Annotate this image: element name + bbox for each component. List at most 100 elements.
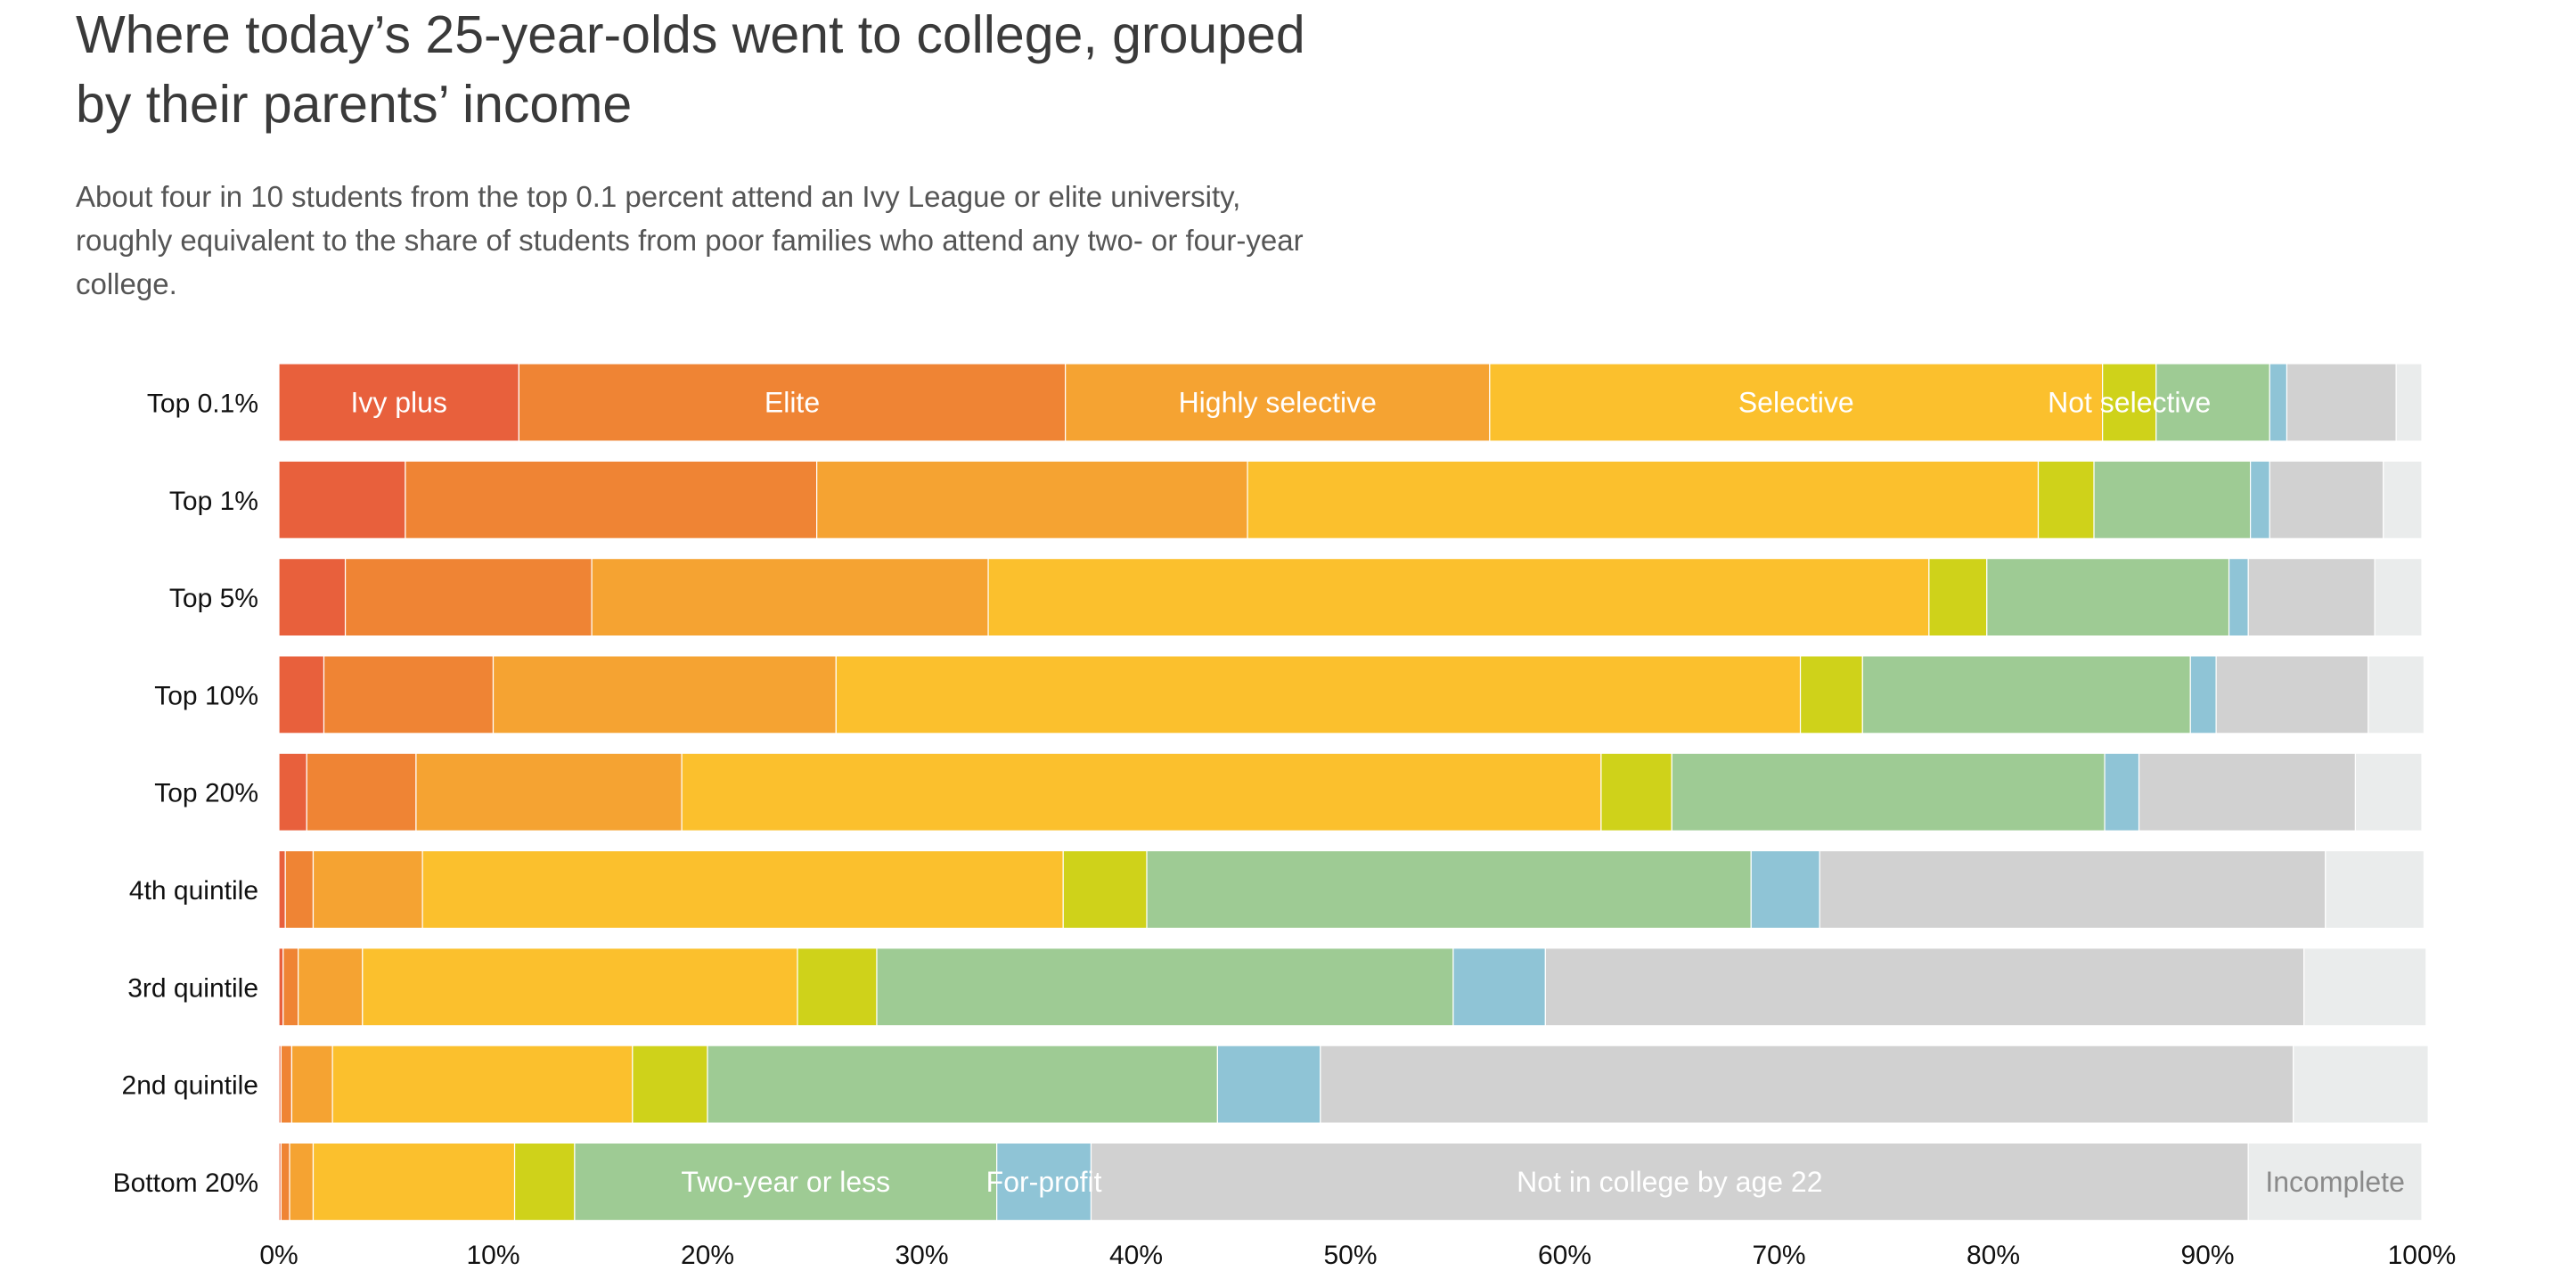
bar-segment [2374, 557, 2423, 637]
bar-segment [2247, 557, 2376, 637]
bar-segment [2367, 655, 2425, 734]
x-tick-label: 90% [2180, 1241, 2234, 1270]
series-label: Not in college by age 22 [1517, 1166, 1822, 1198]
bar-segment [876, 947, 1454, 1027]
bar-segment [574, 1142, 998, 1222]
segment-labels: Ivy plus Elite Highly selective Selective No… [350, 387, 2404, 1198]
bar-segment [1544, 947, 2305, 1027]
bar-segment [289, 1142, 315, 1222]
row-label: Top 5% [169, 584, 258, 613]
bar-segment [816, 460, 1248, 539]
bar-segment [298, 947, 364, 1027]
bar-segment [2303, 947, 2427, 1027]
x-tick-label: 60% [1538, 1241, 1591, 1270]
bar-segment [707, 1045, 1218, 1124]
series-label: Two-year or less [681, 1166, 890, 1198]
bar-segment [2354, 752, 2423, 832]
bar-segment [1861, 655, 2191, 734]
row-label: Top 20% [154, 779, 258, 808]
bar-segment [2189, 655, 2217, 734]
bar-segment [2325, 849, 2425, 930]
bar-segment [278, 947, 284, 1027]
bar-segment [1320, 1045, 2294, 1124]
series-label: Not selective [2048, 387, 2211, 419]
bar-segment [1216, 1045, 1321, 1124]
x-tick-label: 80% [1967, 1241, 2020, 1270]
row-label: Top 10% [154, 681, 258, 710]
bar-segment [2269, 460, 2384, 539]
bar-segment [2293, 1045, 2429, 1124]
bar-segment [1146, 849, 1752, 930]
x-tick-label: 70% [1752, 1241, 1805, 1270]
x-axis-ticks: 0% 10% 20% 30% 40% 50% 60% 70% 80% 90% 100% [259, 1241, 2456, 1270]
bar-segment [1090, 1142, 2249, 1222]
series-label: Incomplete [2265, 1166, 2405, 1198]
row-label: 2nd quintile [122, 1071, 258, 1101]
row-label: Top 0.1% [147, 389, 258, 419]
bar-segment [2138, 752, 2357, 832]
bar-segment [2395, 363, 2423, 442]
x-tick-label: 0% [259, 1241, 298, 1270]
bar-segment [312, 1142, 516, 1222]
bar-segment [1819, 849, 2327, 930]
bar-segment [2228, 557, 2249, 637]
bar-segment [278, 557, 347, 637]
bar-segment [591, 557, 989, 637]
bar-segment [1489, 363, 2104, 442]
bar-segment [284, 849, 315, 930]
bar-segment [278, 460, 406, 539]
bar-segment [1671, 752, 2106, 832]
bar-segment [797, 947, 878, 1027]
bar-segment [278, 849, 286, 930]
x-tick-label: 40% [1109, 1241, 1163, 1270]
bar-segment [331, 1045, 634, 1124]
bar-segment [1600, 752, 1672, 832]
x-tick-label: 50% [1323, 1241, 1377, 1270]
chart-title: Where today’s 25-year-olds went to colle… [76, 5, 1305, 134]
bar-segment [282, 947, 299, 1027]
bar-segment [1062, 849, 1148, 930]
bar-segment [1247, 460, 2040, 539]
bar-segment [278, 363, 519, 442]
bar-segment [1986, 557, 2230, 637]
bar-segment [1799, 655, 1863, 734]
bar-segment [405, 460, 818, 539]
bar-segment [2155, 363, 2270, 442]
row-label: Bottom 20% [113, 1168, 258, 1198]
row-label: 4th quintile [129, 876, 258, 906]
bar-segment [278, 752, 307, 832]
bar-segment [632, 1045, 708, 1124]
bar-segment [1750, 849, 1820, 930]
bar-segment [2247, 1142, 2423, 1222]
bar-segment [306, 752, 417, 832]
bar-segment [2102, 363, 2157, 442]
bar-segment [681, 752, 1602, 832]
series-label: Selective [1738, 387, 1854, 419]
bar-segment [2104, 752, 2140, 832]
series-label: Ivy plus [350, 387, 446, 419]
series-label: For-profit [986, 1166, 1102, 1198]
bar-segment [987, 557, 1930, 637]
bar-segment [2250, 460, 2270, 539]
bar-segment [278, 655, 325, 734]
bar-segment [344, 557, 593, 637]
row-label: 3rd quintile [127, 973, 258, 1003]
bar-segment [1928, 557, 1988, 637]
x-tick-label: 20% [681, 1241, 734, 1270]
row-labels: Top 0.1% Top 1% Top 5% Top 10% Top 20% 4th qu… [113, 389, 258, 1198]
x-tick-label: 100% [2388, 1241, 2457, 1270]
bar-segment [2383, 460, 2423, 539]
bar-segment [2269, 363, 2288, 442]
chart-subtitle: About four in 10 students from the top 0… [76, 180, 1304, 300]
bar-segment [323, 655, 495, 734]
series-label: Highly selective [1179, 387, 1377, 419]
bar-segment [2037, 460, 2095, 539]
bar-segment [2215, 655, 2369, 734]
bar-segment [415, 752, 683, 832]
bar-segment [280, 1045, 293, 1124]
bar-segment [2286, 363, 2397, 442]
bar-segment [513, 1142, 576, 1222]
bar-segment [835, 655, 1802, 734]
row-label: Top 1% [169, 487, 258, 516]
